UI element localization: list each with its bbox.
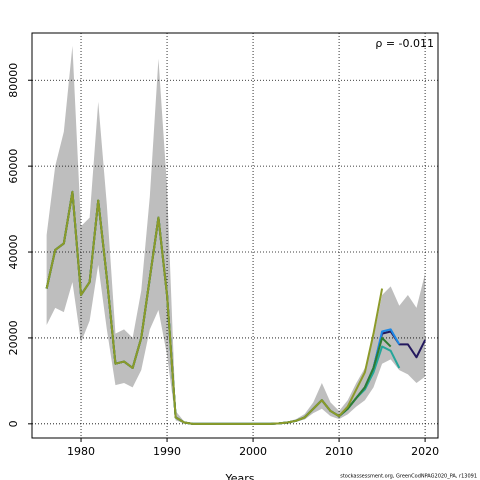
y-tick-label: 60000 bbox=[7, 149, 20, 184]
annotation: ρ = -0.011 bbox=[375, 37, 434, 50]
x-tick-label: 1980 bbox=[67, 445, 95, 458]
footer: stockassessment.org, GreenCodNPAG2020_PA… bbox=[340, 474, 477, 480]
y-tick-label: 0 bbox=[7, 420, 20, 427]
x-tick-label: 2010 bbox=[325, 445, 353, 458]
x-tick-label: 2020 bbox=[411, 445, 439, 458]
y-tick-label: 80000 bbox=[7, 63, 20, 98]
y-tick-label: 40000 bbox=[7, 235, 20, 270]
x-axis-label: Years bbox=[224, 472, 254, 480]
y-tick-label: 20000 bbox=[7, 320, 20, 355]
confidence-band bbox=[46, 45, 426, 424]
plot-frame bbox=[31, 32, 439, 439]
x-tick-label: 2000 bbox=[239, 445, 267, 458]
series-line bbox=[45, 190, 384, 425]
x-tick-label: 1990 bbox=[153, 445, 181, 458]
